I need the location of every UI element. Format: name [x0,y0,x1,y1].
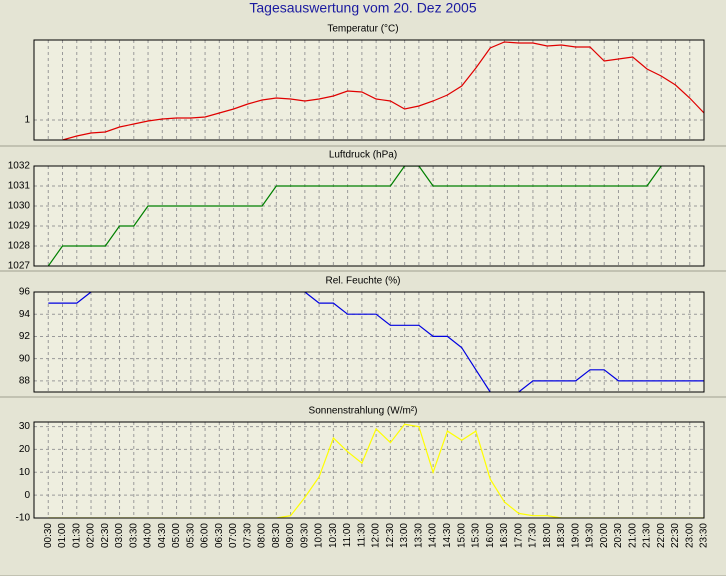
x-tick-label: 19:00 [570,523,581,548]
x-tick-label: 08:30 [271,523,282,548]
y-tick-label: 10 [19,467,31,478]
page-title: Tagesauswertung vom 20. Dez 2005 [249,0,476,16]
x-tick-label: 02:00 [86,523,97,548]
chart-title: Luftdruck (hPa) [329,150,397,161]
x-tick-label: 09:00 [285,523,296,548]
plot-area [34,422,704,518]
x-tick-label: 15:00 [456,523,467,548]
y-tick-label: 88 [19,376,31,387]
x-tick-label: 03:00 [114,523,125,548]
y-tick-label: 1030 [8,201,31,212]
data-line [47,166,662,266]
y-tick-label: 1027 [8,261,31,272]
x-tick-label: 11:30 [357,523,368,548]
y-tick-label: 1 [24,115,30,126]
x-tick-label: 01:00 [57,523,68,548]
x-tick-label: 05:00 [171,523,182,548]
x-tick-label: 20:00 [599,523,610,548]
x-tick-label: 02:30 [100,523,111,548]
x-tick-label: 05:30 [185,523,196,548]
x-tick-label: 17:00 [513,523,524,548]
x-tick-label: 23:30 [699,523,710,548]
y-tick-label: 1028 [8,241,31,252]
x-tick-label: 11:00 [342,523,353,548]
x-tick-label: 00:30 [43,523,54,548]
x-tick-label: 13:00 [399,523,410,548]
x-tick-label: 21:30 [642,523,653,548]
x-tick-label: 04:00 [143,523,154,548]
x-tick-label: 08:00 [257,523,268,548]
x-tick-label: 12:00 [371,523,382,548]
y-tick-label: 1029 [8,221,31,232]
data-line [48,423,704,518]
y-tick-label: 96 [19,287,31,298]
x-tick-label: 06:00 [200,523,211,548]
x-tick-label: 16:30 [499,523,510,548]
x-tick-label: 09:30 [300,523,311,548]
x-tick-label: 04:30 [157,523,168,548]
x-tick-label: 18:00 [542,523,553,548]
x-tick-label: 22:00 [656,523,667,548]
x-tick-label: 03:30 [128,523,139,548]
x-tick-label: 21:00 [627,523,638,548]
x-tick-label: 16:00 [485,523,496,548]
x-tick-label: 23:00 [684,523,695,548]
x-tick-label: 07:30 [242,523,253,548]
plot-area [34,40,704,140]
chart-title: Temperatur (°C) [327,24,398,35]
plot-area [34,166,704,266]
x-tick-label: 01:30 [71,523,82,548]
x-tick-label: 13:30 [414,523,425,548]
y-tick-label: 1032 [8,161,31,172]
y-tick-label: 20 [19,444,31,455]
y-tick-label: 30 [19,421,31,432]
x-tick-label: 14:30 [442,523,453,548]
x-tick-label: 12:30 [385,523,396,548]
plot-area [34,292,704,392]
chart-title: Rel. Feuchte (%) [325,276,400,287]
x-tick-label: 06:30 [214,523,225,548]
chart-title: Sonnenstrahlung (W/m²) [309,406,418,417]
x-tick-label: 10:30 [328,523,339,548]
y-tick-label: 90 [19,353,31,364]
x-tick-label: 18:30 [556,523,567,548]
x-tick-label: 17:30 [528,523,539,548]
x-tick-label: 20:30 [613,523,624,548]
y-tick-label: 1031 [8,181,31,192]
data-line [48,292,704,392]
y-tick-label: 92 [19,331,31,342]
plot-frame [33,291,705,393]
plot-frame [33,39,705,141]
x-tick-label: 19:30 [585,523,596,548]
plot-frame [33,421,705,519]
x-tick-label: 22:30 [670,523,681,548]
x-tick-label: 14:00 [428,523,439,548]
x-tick-label: 07:00 [228,523,239,548]
x-tick-label: 10:00 [314,523,325,548]
data-line [60,41,704,140]
y-tick-label: -10 [16,513,31,524]
x-tick-label: 15:30 [471,523,482,548]
plot-frame [33,165,705,267]
y-tick-label: 0 [24,490,30,501]
y-tick-label: 94 [19,309,31,320]
